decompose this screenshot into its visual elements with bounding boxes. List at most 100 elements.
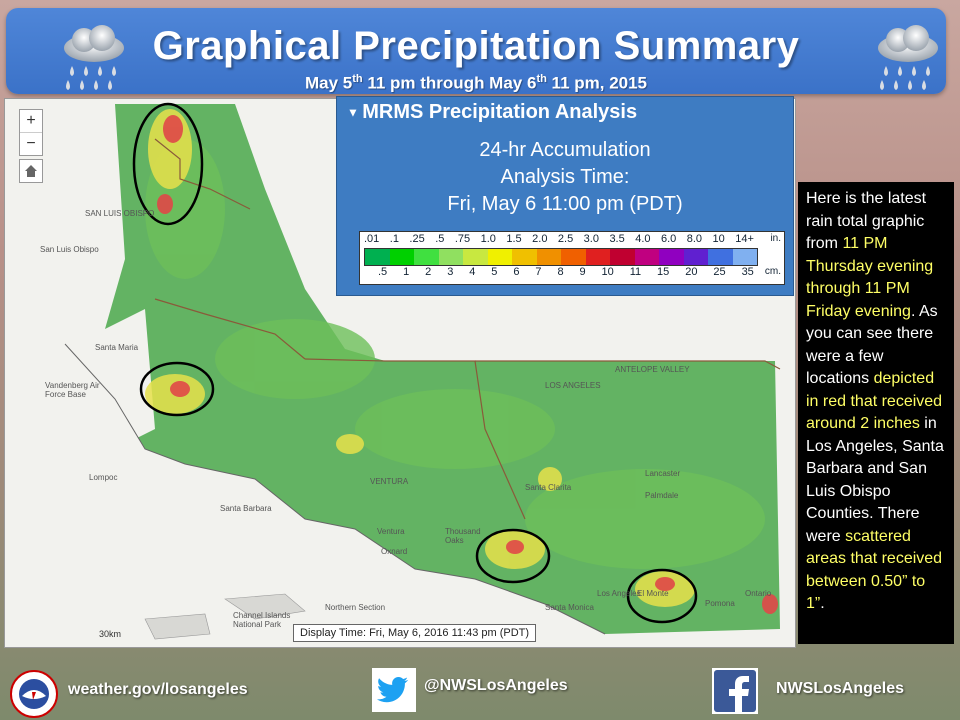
inch-tick: .1 bbox=[389, 233, 399, 245]
inch-tick: 6.0 bbox=[660, 233, 677, 245]
inch-ticks: .01 .1 .25 .5 .75 1.0 1.5 2.0 2.5 3.0 3.5 4.0 6.0 8.0… bbox=[360, 233, 758, 245]
cm-tick: 15 bbox=[657, 266, 670, 278]
legend-heading[interactable]: ▼ MRMS Precipitation Analysis bbox=[347, 101, 638, 123]
inch-tick: 1.0 bbox=[480, 233, 496, 245]
inch-tick: .5 bbox=[435, 233, 445, 245]
cm-tick: 25 bbox=[713, 266, 726, 278]
color-swatch bbox=[732, 249, 757, 265]
place-label: Channel Islands National Park bbox=[233, 611, 291, 629]
inch-unit: in. bbox=[770, 233, 781, 244]
place-label: Lompoc bbox=[89, 473, 118, 482]
cm-tick: 1 bbox=[403, 266, 410, 278]
inch-tick: .25 bbox=[409, 233, 425, 245]
cm-tick: 35 bbox=[741, 266, 754, 278]
description-text: Here is the latest rain total graphic fr… bbox=[798, 182, 954, 644]
inch-tick: 2.0 bbox=[532, 233, 548, 245]
color-swatch bbox=[365, 249, 390, 265]
color-swatch bbox=[512, 249, 537, 265]
zoom-control: + − bbox=[19, 109, 43, 156]
color-swatch bbox=[683, 249, 708, 265]
color-swatch bbox=[438, 249, 463, 265]
color-swatch bbox=[389, 249, 414, 265]
inch-tick: 8.0 bbox=[686, 233, 703, 245]
zoom-in-button[interactable]: + bbox=[20, 110, 42, 133]
place-label: Northern Section bbox=[325, 603, 386, 612]
home-icon bbox=[25, 165, 37, 177]
cm-tick: 2 bbox=[425, 266, 432, 278]
rain-cloud-icon bbox=[878, 25, 938, 90]
map-scale: 30km bbox=[99, 629, 122, 639]
header-banner: Graphical Precipitation Summary May 5th … bbox=[6, 8, 946, 94]
place-label: Santa Monica bbox=[545, 603, 594, 612]
cm-tick: 3 bbox=[447, 266, 454, 278]
place-label: Santa Clarita bbox=[525, 483, 572, 492]
place-label: ANTELOPE VALLEY bbox=[615, 365, 690, 374]
place-label: El Monte bbox=[637, 589, 669, 598]
color-swatch bbox=[634, 249, 659, 265]
inch-tick: 2.5 bbox=[557, 233, 574, 245]
inch-tick: 10 bbox=[712, 233, 725, 245]
page-title: Graphical Precipitation Summary bbox=[152, 24, 800, 68]
place-label: Santa Maria bbox=[95, 343, 139, 352]
facebook-page[interactable]: NWSLosAngeles bbox=[776, 680, 905, 697]
color-swatch bbox=[561, 249, 586, 265]
color-swatch bbox=[487, 249, 512, 265]
cm-tick: 20 bbox=[685, 266, 698, 278]
place-label: Santa Barbara bbox=[220, 504, 272, 513]
accumulation-info: 24-hr Accumulation Analysis Time: Fri, M… bbox=[337, 137, 793, 218]
twitter-icon[interactable] bbox=[372, 668, 416, 712]
place-label: Thousand Oaks bbox=[445, 527, 481, 545]
inch-tick: .75 bbox=[454, 233, 471, 245]
mrms-legend-panel: ▼ MRMS Precipitation Analysis 24-hr Accu… bbox=[336, 96, 794, 296]
facebook-icon[interactable] bbox=[712, 668, 758, 714]
place-label: Ventura bbox=[377, 527, 405, 536]
place-label: Oxnard bbox=[381, 547, 408, 556]
cm-tick: 7 bbox=[535, 266, 542, 278]
inch-tick: 14+ bbox=[735, 233, 754, 245]
cm-unit: cm. bbox=[764, 266, 781, 277]
color-swatch bbox=[610, 249, 635, 265]
inch-tick: 3.0 bbox=[583, 233, 599, 245]
color-swatch bbox=[536, 249, 561, 265]
color-swatch bbox=[414, 249, 439, 265]
cm-ticks: .5 1 2 3 4 5 6 7 8 9 10 11 15 20 25 35 bbox=[360, 266, 758, 278]
cm-tick: 6 bbox=[513, 266, 520, 278]
color-swatch bbox=[463, 249, 488, 265]
cm-tick: 10 bbox=[601, 266, 614, 278]
place-label: Vandenberg Air Force Base bbox=[45, 381, 100, 399]
accumulation-label: 24-hr Accumulation bbox=[479, 139, 651, 161]
place-label: LOS ANGELES bbox=[545, 381, 601, 390]
analysis-time-value: Fri, May 6 11:00 pm (PDT) bbox=[447, 193, 683, 215]
color-swatch bbox=[659, 249, 684, 265]
color-swatch bbox=[585, 249, 610, 265]
nws-logo-icon bbox=[10, 670, 58, 718]
precip-color-scale: .01.1.25.5.75 1.0 1.5 2.0 2.5 3.0 3.5 4.0 6.0 8.0… bbox=[359, 231, 785, 285]
collapse-arrow-icon: ▼ bbox=[347, 105, 363, 120]
home-button[interactable] bbox=[19, 159, 43, 183]
color-strip bbox=[364, 248, 758, 266]
place-label: Palmdale bbox=[645, 491, 679, 500]
twitter-handle[interactable]: @NWSLosAngeles bbox=[424, 677, 568, 694]
place-label: Ontario bbox=[745, 589, 772, 598]
inch-tick: .01 bbox=[364, 233, 380, 245]
cm-tick: 9 bbox=[579, 266, 586, 278]
cm-tick: 4 bbox=[469, 266, 476, 278]
cm-tick: 5 bbox=[491, 266, 498, 278]
cm-tick: .5 bbox=[378, 266, 388, 278]
place-label: VENTURA bbox=[370, 477, 409, 486]
inch-tick: 1.5 bbox=[506, 233, 522, 245]
inch-tick: 4.0 bbox=[635, 233, 651, 245]
analysis-time-label: Analysis Time: bbox=[500, 166, 630, 188]
place-label: SAN LUIS OBISPO bbox=[85, 209, 155, 218]
cm-tick: 11 bbox=[629, 266, 642, 278]
rain-cloud-icon bbox=[64, 25, 124, 90]
color-swatch bbox=[708, 249, 733, 265]
place-label: San Luis Obispo bbox=[40, 245, 99, 254]
display-time: Display Time: Fri, May 6, 2016 11:43 pm … bbox=[293, 624, 537, 642]
website-link[interactable]: weather.gov/losangeles bbox=[68, 681, 248, 698]
place-label: Los Angeles bbox=[597, 589, 641, 598]
inch-tick: 3.5 bbox=[609, 233, 625, 245]
zoom-out-button[interactable]: − bbox=[26, 135, 36, 152]
place-label: Pomona bbox=[705, 599, 735, 608]
place-label: Lancaster bbox=[645, 469, 681, 478]
